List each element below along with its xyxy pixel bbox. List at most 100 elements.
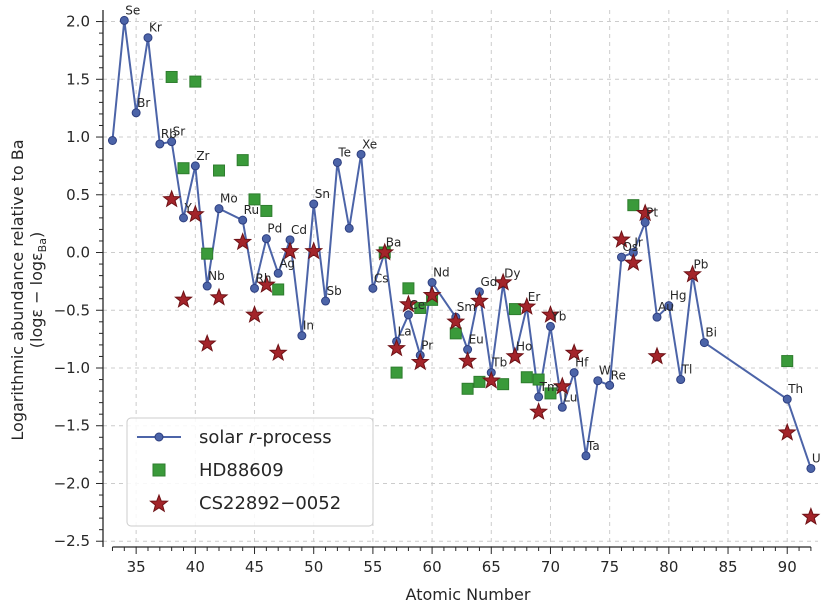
hd88609-point — [201, 247, 214, 260]
element-label: Re — [611, 368, 626, 382]
hd88609-point — [272, 283, 285, 296]
solar-point — [273, 268, 283, 278]
hd88609-point — [781, 355, 794, 368]
axes-layer: 35 40 45 50 55 60 65 70 75 80 85 90 2.0 1.5 1.0 0.5 0.0 −… — [54, 10, 812, 576]
element-label: Tb — [491, 356, 507, 370]
x-tick-label: 85 — [718, 558, 737, 576]
cs22892-point — [801, 507, 821, 526]
solar-point — [344, 223, 354, 233]
cs22892-point — [529, 401, 549, 420]
legend-cs-marker — [149, 493, 169, 513]
cs22892-point — [245, 304, 264, 323]
element-label: Se — [125, 3, 140, 17]
legend-solar-label: solar r-process — [199, 427, 332, 448]
solar-point — [261, 234, 271, 244]
cs22892-point — [446, 311, 466, 330]
element-label: Sb — [327, 284, 342, 298]
y-tick-label: −2.0 — [54, 474, 90, 492]
element-label: Eu — [469, 333, 484, 347]
cs22892-point — [564, 343, 584, 362]
solar-point — [640, 217, 650, 227]
solar-point — [368, 283, 378, 293]
element-label: Nb — [208, 269, 225, 283]
element-label: Y — [183, 201, 192, 215]
x-tick-label: 80 — [659, 558, 678, 576]
element-label: Lu — [563, 390, 577, 404]
hd88609-point — [461, 382, 474, 395]
hd88609-point — [189, 75, 202, 88]
solar-point — [534, 392, 544, 402]
solar-point — [238, 215, 248, 225]
element-label: Au — [658, 300, 674, 314]
element-label: Pd — [267, 222, 282, 236]
element-label: Ce — [409, 298, 425, 312]
cs22892-point — [387, 338, 407, 357]
solar-point — [545, 321, 555, 331]
hd88609-point — [473, 375, 486, 388]
cs22892-point — [777, 422, 797, 441]
y-axis-title: Logarithmic abundance relative to Ba (lo… — [8, 139, 49, 440]
element-label: Dy — [504, 267, 520, 281]
cs22892-point — [233, 232, 253, 251]
cs22892-point — [209, 287, 229, 306]
cs22892-point — [647, 346, 667, 365]
cs22892-point — [623, 252, 643, 271]
legend-hd-label: HD88609 — [199, 460, 284, 481]
cs22892-point — [552, 376, 572, 395]
element-label: In — [303, 319, 314, 333]
hd88609-point — [627, 199, 640, 212]
solar-point — [190, 161, 200, 171]
solar-point — [676, 375, 686, 385]
x-axis-title: Atomic Number — [406, 585, 531, 604]
element-label: Rb — [161, 127, 177, 141]
solar-point — [202, 281, 212, 291]
hd88609-point — [248, 193, 261, 206]
cs22892-point — [197, 333, 217, 352]
cs22892-point — [256, 274, 276, 293]
element-label: Mo — [220, 192, 238, 206]
y-axis-title-line2: (logε − logεBa) — [27, 232, 49, 348]
solar-point — [664, 301, 674, 311]
solar-point — [119, 15, 129, 25]
legend-solar-suffix: -process — [256, 427, 332, 448]
hd88609-point — [508, 303, 521, 316]
hd88609-point — [165, 70, 178, 83]
y-tick-label: 0.5 — [66, 186, 90, 204]
solar-point — [616, 252, 626, 262]
legend: solar r-process HD88609 CS22892−0052 — [126, 417, 374, 527]
solar-point — [605, 380, 615, 390]
cs22892-point — [162, 189, 182, 208]
cs22892-point — [174, 289, 193, 308]
cs22892-point — [280, 241, 300, 260]
cs22892-point — [304, 241, 324, 260]
legend-solar-name: solar — [199, 427, 243, 448]
x-tick-label: 45 — [245, 558, 264, 576]
y-tick-label: 0.0 — [66, 244, 90, 262]
hd88609-point — [532, 373, 545, 386]
cs22892-point — [683, 264, 702, 283]
solar-point — [131, 108, 141, 118]
y-axis-title-close: ) — [27, 232, 46, 238]
cs22892-point — [458, 351, 478, 370]
hd88609-point — [497, 378, 510, 391]
solar-point — [143, 33, 153, 43]
y-tick-label: 1.0 — [66, 128, 90, 146]
hd88609-point — [402, 282, 415, 295]
solar-point — [652, 312, 662, 322]
element-label: Yb — [550, 309, 566, 323]
legend-hd-marker — [152, 463, 166, 477]
y-tick-label: −2.5 — [54, 532, 90, 550]
y-tick-label: 1.5 — [66, 70, 90, 88]
cs22892-point — [410, 352, 430, 371]
cs22892-point — [398, 294, 418, 313]
element-label: La — [398, 324, 412, 338]
solar-point — [699, 338, 709, 348]
y-tick-label: −0.5 — [54, 301, 90, 319]
element-label: Cd — [291, 223, 307, 237]
element-label: Bi — [705, 326, 717, 340]
element-label: Te — [337, 145, 351, 159]
solar-point — [332, 157, 342, 167]
element-label: Ho — [516, 339, 532, 353]
solar-point — [178, 213, 188, 223]
hd88609-point — [414, 301, 427, 314]
